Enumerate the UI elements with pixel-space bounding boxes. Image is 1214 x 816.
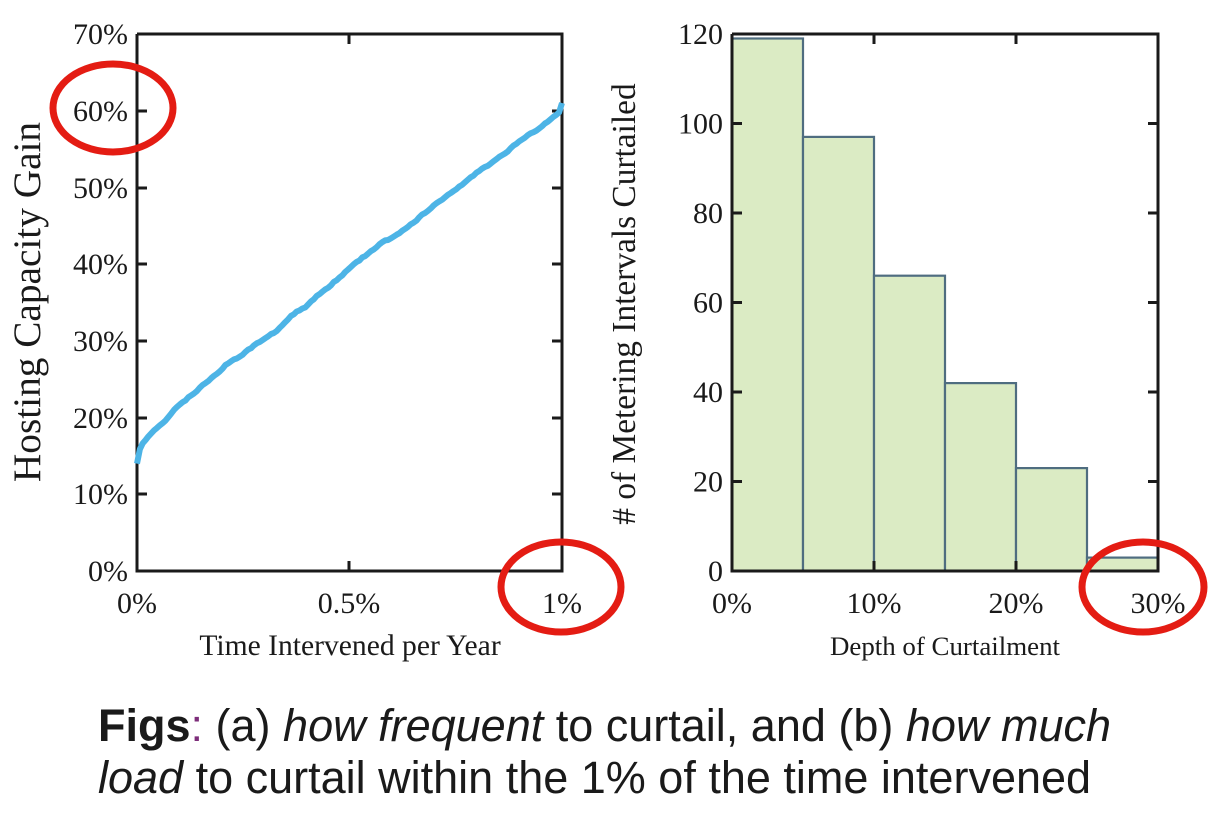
- svg-text:0: 0: [708, 555, 723, 588]
- svg-text:20%: 20%: [989, 587, 1044, 620]
- svg-text:100: 100: [678, 108, 723, 141]
- svg-text:40: 40: [693, 376, 723, 409]
- svg-text:50%: 50%: [73, 172, 128, 205]
- svg-text:70%: 70%: [73, 18, 128, 51]
- svg-text:Hosting Capacity Gain: Hosting Capacity Gain: [5, 122, 49, 483]
- svg-text:0%: 0%: [117, 587, 157, 620]
- svg-text:# of Metering Intervals Curtai: # of Metering Intervals Curtailed: [606, 83, 643, 525]
- svg-text:1%: 1%: [542, 587, 582, 620]
- svg-text:Time Intervened per Year: Time Intervened per Year: [199, 630, 501, 662]
- svg-text:30%: 30%: [1131, 587, 1186, 620]
- svg-text:0%: 0%: [88, 555, 128, 588]
- svg-text:60%: 60%: [73, 95, 128, 128]
- svg-text:60: 60: [693, 287, 723, 320]
- svg-text:20: 20: [693, 466, 723, 499]
- svg-text:0%: 0%: [712, 587, 752, 620]
- svg-text:10%: 10%: [847, 587, 902, 620]
- svg-text:80: 80: [693, 197, 723, 230]
- svg-text:10%: 10%: [73, 478, 128, 511]
- svg-text:Depth of Curtailment: Depth of Curtailment: [830, 631, 1061, 661]
- svg-text:120: 120: [678, 18, 723, 51]
- svg-text:30%: 30%: [73, 325, 128, 358]
- svg-text:20%: 20%: [73, 402, 128, 435]
- svg-text:40%: 40%: [73, 248, 128, 281]
- svg-text:0.5%: 0.5%: [318, 587, 381, 620]
